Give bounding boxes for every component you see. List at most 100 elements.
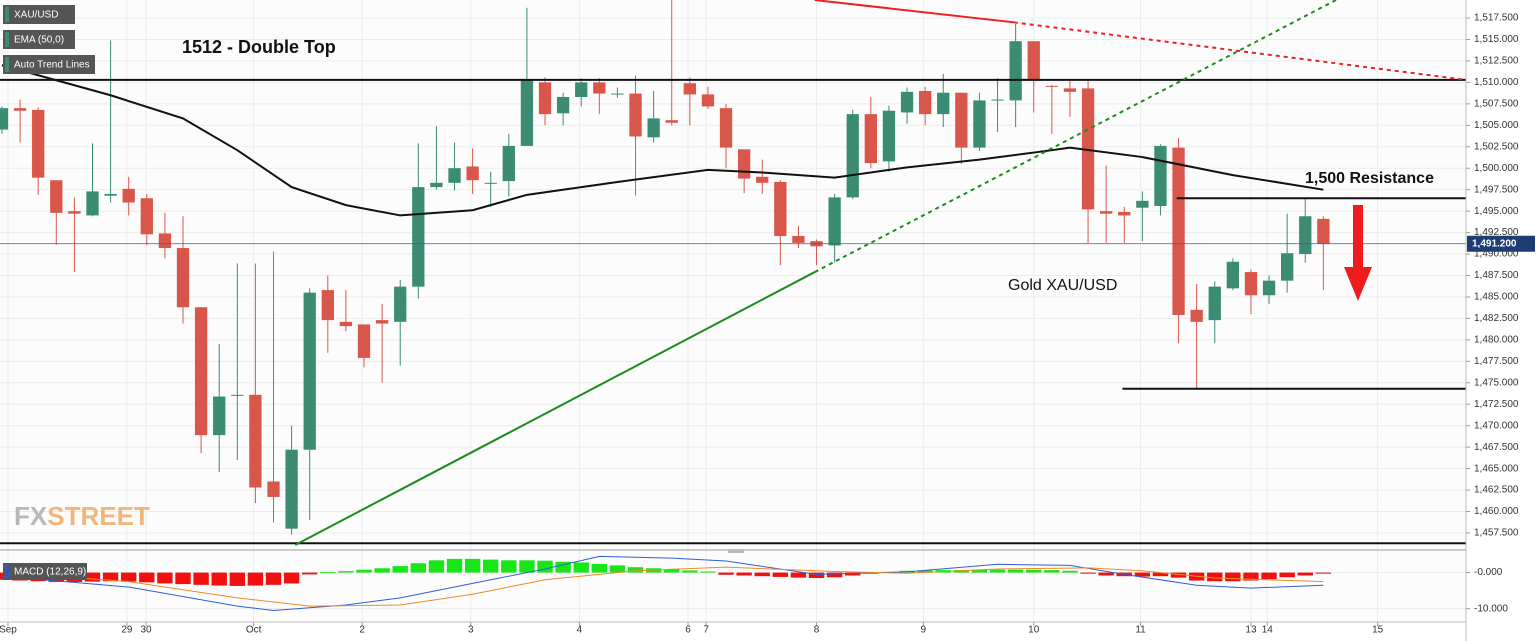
y-tick-label: 1,512.500 (1474, 56, 1519, 67)
candle-body (1299, 216, 1312, 255)
y-tick-label: 1,470.000 (1474, 420, 1519, 431)
macd-histogram-bar (1044, 570, 1060, 573)
macd-histogram-bar (283, 572, 300, 584)
macd-histogram-bar (700, 571, 716, 573)
candle-body (683, 83, 696, 95)
y-tick-label: 1,480.000 (1474, 335, 1519, 346)
grid (0, 0, 1466, 622)
last-price-box (1467, 235, 1535, 252)
y-tick-label: 1,462.500 (1474, 485, 1519, 496)
legend-label: Auto Trend Lines (14, 60, 90, 71)
candle-body (249, 394, 262, 488)
candle-body (1262, 280, 1276, 296)
macd-histogram-bar (102, 572, 119, 582)
candle-body (611, 93, 624, 95)
macd-histogram-bar (1026, 569, 1042, 573)
x-tick-label: 10 (1028, 625, 1040, 636)
annotation: 1512 - Double Top (182, 37, 336, 57)
candle-body (321, 290, 334, 321)
candle-body (1009, 41, 1022, 101)
macd-histogram-bar (84, 572, 101, 582)
macd-histogram-bar (845, 572, 861, 576)
candle-body (140, 198, 153, 235)
trend-line (1013, 21, 1466, 81)
macd-histogram-bar (754, 572, 770, 577)
trend-line (294, 271, 816, 546)
y-tick-label: 1,457.500 (1474, 528, 1519, 539)
candle-body (1081, 88, 1095, 210)
candle-body (864, 114, 877, 164)
candle-body (900, 91, 914, 113)
resize-handle[interactable] (728, 549, 744, 553)
macd-histogram-bar (410, 563, 427, 573)
legend-box[interactable] (3, 30, 75, 49)
x-tick-label: 8 (814, 625, 820, 636)
candle-body (774, 181, 787, 237)
macd-histogram-bar (1225, 572, 1241, 582)
candle-body (647, 118, 660, 138)
macd-histogram-bar (736, 572, 752, 576)
macd-histogram-bar (826, 572, 843, 578)
trend-line (814, 0, 1014, 24)
candle-body (1045, 85, 1059, 87)
candle-body (520, 79, 534, 146)
macd-histogram-bar (1007, 569, 1024, 573)
macd-histogram-bar (392, 566, 408, 573)
legend: XAU/USD EMA (50,0) Auto Trend Lines MACD… (3, 5, 95, 580)
y-tick-label: 1,460.000 (1474, 506, 1519, 517)
macd-histogram-bar (446, 558, 463, 573)
legend-box[interactable] (3, 563, 87, 580)
legend-toggle[interactable] (5, 32, 9, 47)
candle-body (955, 92, 968, 148)
candle-body (375, 320, 389, 324)
candle-body (973, 100, 986, 148)
candle-body (719, 108, 733, 148)
annotation: Gold XAU/USD (1008, 277, 1117, 294)
macd-histogram-bar (682, 570, 698, 573)
x-tick-label: 29 (121, 625, 133, 636)
y-tick-label: 1,467.500 (1474, 442, 1519, 453)
candle-body (303, 292, 316, 450)
macd-histogram-bar (953, 570, 970, 573)
candle-body (231, 394, 244, 396)
macd-histogram-bar (573, 562, 589, 573)
macd-histogram-bar (501, 560, 517, 573)
candle-body (176, 248, 190, 308)
legend-box[interactable] (3, 5, 75, 24)
candle-body (937, 92, 950, 115)
y-tick-label: 1,502.500 (1474, 141, 1519, 152)
candle-body (50, 180, 63, 213)
macd-histogram-bar (247, 572, 264, 586)
plot-background (0, 0, 1466, 622)
candle-body (737, 149, 751, 179)
candle-body (1281, 253, 1294, 281)
candle-body (466, 166, 479, 181)
macd-histogram-bar (121, 572, 137, 582)
macd-histogram-bar (193, 572, 209, 585)
macd-histogram-bar (302, 572, 318, 575)
legend-label: XAU/USD (14, 10, 58, 21)
candle-body (792, 236, 805, 243)
macd-histogram-bar (917, 570, 933, 573)
macd-histogram-bar (265, 572, 282, 585)
legend-toggle[interactable] (5, 57, 9, 72)
candle-body (32, 109, 45, 178)
candle-body (1027, 41, 1040, 81)
macd-histogram-bar (428, 560, 445, 573)
watermark-street: STREET (47, 501, 150, 531)
candle-body (285, 449, 298, 529)
down-arrow (1344, 205, 1372, 301)
legend-toggle[interactable] (5, 7, 9, 22)
y-tick-label: 1,505.000 (1474, 120, 1519, 131)
x-tick-label: 7 (703, 625, 709, 636)
x-tick-label: 6 (685, 625, 691, 636)
macd-histogram-bar (1297, 572, 1313, 576)
legend-box[interactable] (3, 55, 95, 74)
candle-body (828, 197, 841, 246)
candle-body (122, 188, 135, 203)
candle-body (665, 120, 678, 123)
macd-histogram-bar (971, 569, 988, 573)
x-tick-label: 13 (1245, 625, 1257, 636)
legend-toggle[interactable] (5, 565, 9, 578)
